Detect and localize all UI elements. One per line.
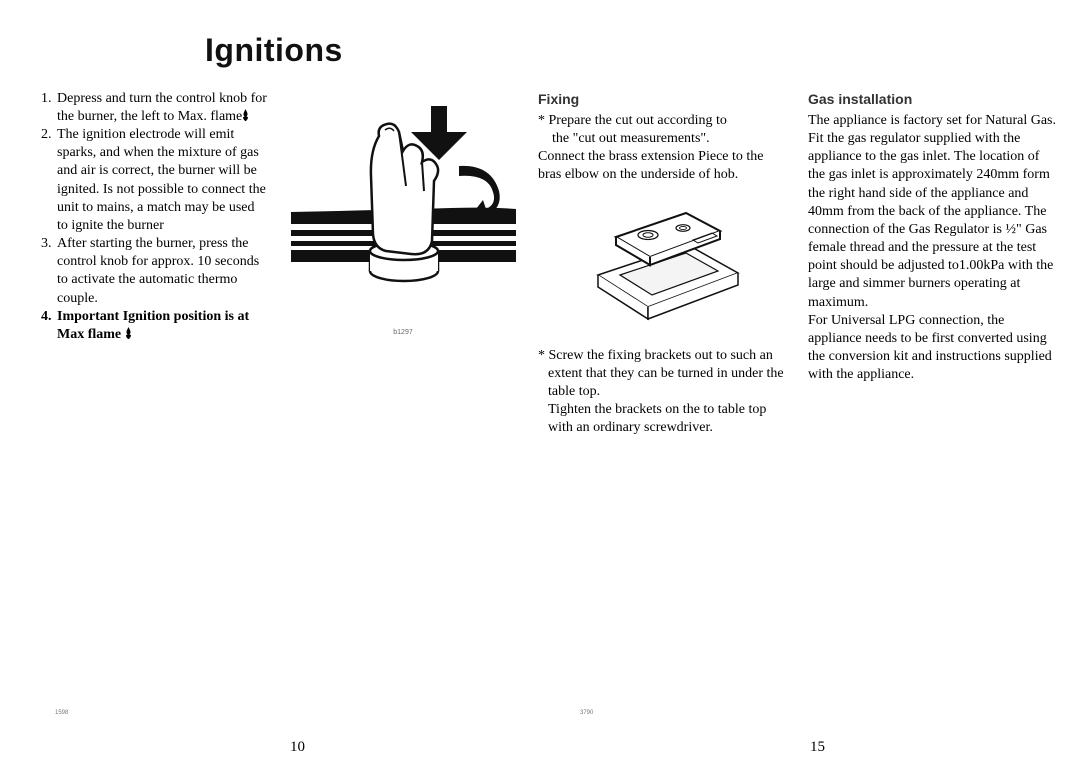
ignitions-steps: Depress and turn the control knob for th… <box>40 90 268 345</box>
smallprint-right: 3790 <box>580 710 593 718</box>
fixing-text: * Prepare the cut out according to the "… <box>538 112 788 185</box>
hand-knob-illustration <box>291 96 516 326</box>
flame-icon <box>242 109 249 121</box>
step-3: After starting the burner, press the con… <box>55 235 268 308</box>
figure-hand: b1297 <box>288 96 518 337</box>
fixing-p1a: * Prepare the cut out according to <box>538 112 788 130</box>
flame-icon <box>125 327 132 339</box>
figure-hand-label: b1297 <box>393 328 412 337</box>
gas-body1: The appliance is factory set for Natural… <box>808 112 1058 312</box>
step-4-text: Important Ignition position is at Max fl… <box>57 309 249 342</box>
fixing-heading: Fixing <box>538 90 788 108</box>
fixing-p3: * Screw the fixing brackets out to such … <box>538 347 788 402</box>
page-number-left: 10 <box>290 738 305 758</box>
content-columns: Depress and turn the control knob for th… <box>40 90 1040 438</box>
step-4: Important Ignition position is at Max fl… <box>55 308 268 344</box>
gas-col: Gas installation The appliance is factor… <box>808 90 1058 438</box>
gas-heading: Gas installation <box>808 90 1058 108</box>
smallprint-left: 1598 <box>55 710 68 718</box>
fixing-p1b: the "cut out measurements". <box>538 130 788 148</box>
fixing-p2: Connect the brass extension Piece to the… <box>538 148 788 184</box>
page-title: Ignitions <box>205 30 1040 72</box>
step-2: The ignition electrode will emit sparks,… <box>55 126 268 235</box>
gas-body2: For Universal LPG connection, the applia… <box>808 312 1058 385</box>
step-1-text: Depress and turn the control knob for th… <box>57 91 267 124</box>
hob-cutout-illustration <box>578 195 748 335</box>
figure-hand-col: b1297 <box>288 90 518 438</box>
ignitions-steps-col: Depress and turn the control knob for th… <box>40 90 268 438</box>
step-1: Depress and turn the control knob for th… <box>55 90 268 126</box>
page-number-right: 15 <box>810 738 825 758</box>
figure-hob <box>538 195 788 335</box>
fixing-text-2: * Screw the fixing brackets out to such … <box>538 347 788 438</box>
fixing-p4: Tighten the brackets on the to table top… <box>538 401 788 437</box>
fixing-col: Fixing * Prepare the cut out according t… <box>538 90 788 438</box>
